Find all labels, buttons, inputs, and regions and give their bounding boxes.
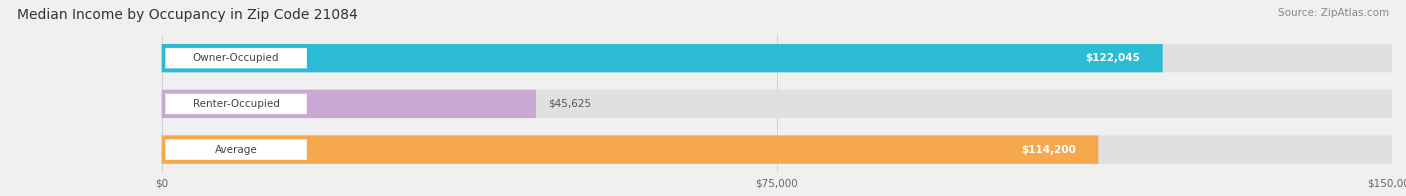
FancyBboxPatch shape [162,90,536,118]
FancyBboxPatch shape [162,44,1163,72]
FancyBboxPatch shape [166,139,307,160]
Text: $114,200: $114,200 [1021,145,1076,155]
FancyBboxPatch shape [162,90,1392,118]
Text: Owner-Occupied: Owner-Occupied [193,53,280,63]
FancyBboxPatch shape [166,48,307,68]
Text: $45,625: $45,625 [548,99,592,109]
FancyBboxPatch shape [166,94,307,114]
Text: Source: ZipAtlas.com: Source: ZipAtlas.com [1278,8,1389,18]
FancyBboxPatch shape [162,44,1392,72]
FancyBboxPatch shape [1067,48,1159,68]
Text: Renter-Occupied: Renter-Occupied [193,99,280,109]
FancyBboxPatch shape [162,135,1392,164]
Text: Median Income by Occupancy in Zip Code 21084: Median Income by Occupancy in Zip Code 2… [17,8,357,22]
FancyBboxPatch shape [1002,139,1095,160]
Text: Average: Average [215,145,257,155]
Text: $122,045: $122,045 [1085,53,1140,63]
FancyBboxPatch shape [162,135,1098,164]
